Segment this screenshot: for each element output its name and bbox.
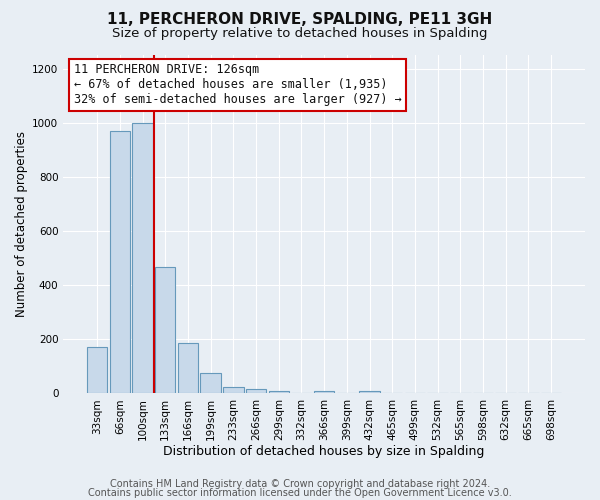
Bar bbox=[223, 386, 244, 394]
Bar bbox=[133, 122, 153, 394]
Bar bbox=[155, 268, 175, 394]
Text: Contains public sector information licensed under the Open Government Licence v3: Contains public sector information licen… bbox=[88, 488, 512, 498]
Text: 11, PERCHERON DRIVE, SPALDING, PE11 3GH: 11, PERCHERON DRIVE, SPALDING, PE11 3GH bbox=[107, 12, 493, 28]
Bar bbox=[87, 348, 107, 394]
Text: Contains HM Land Registry data © Crown copyright and database right 2024.: Contains HM Land Registry data © Crown c… bbox=[110, 479, 490, 489]
X-axis label: Distribution of detached houses by size in Spalding: Distribution of detached houses by size … bbox=[163, 444, 485, 458]
Bar bbox=[200, 373, 221, 394]
Text: 11 PERCHERON DRIVE: 126sqm
← 67% of detached houses are smaller (1,935)
32% of s: 11 PERCHERON DRIVE: 126sqm ← 67% of deta… bbox=[74, 64, 401, 106]
Text: Size of property relative to detached houses in Spalding: Size of property relative to detached ho… bbox=[112, 28, 488, 40]
Y-axis label: Number of detached properties: Number of detached properties bbox=[15, 131, 28, 317]
Bar bbox=[314, 391, 334, 394]
Bar bbox=[269, 390, 289, 394]
Bar bbox=[178, 344, 198, 394]
Bar bbox=[359, 391, 380, 394]
Bar bbox=[246, 390, 266, 394]
Bar bbox=[110, 131, 130, 394]
